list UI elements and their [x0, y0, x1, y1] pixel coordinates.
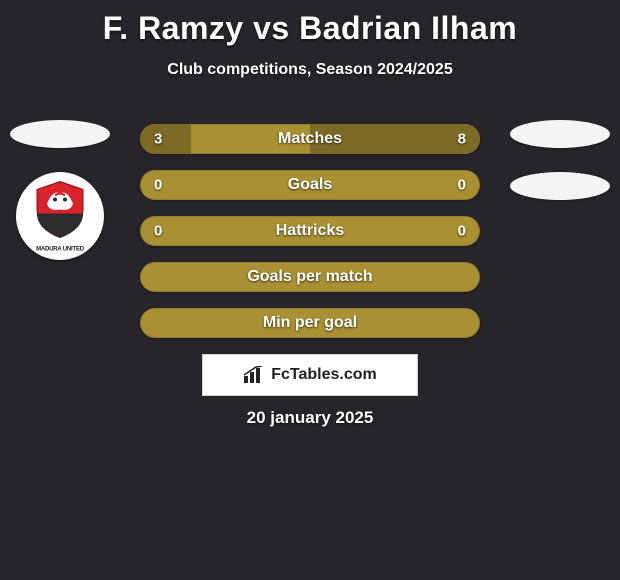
left-player-column: MADURA UNITED: [0, 120, 120, 260]
club-badge-right-placeholder: [510, 172, 610, 200]
brand-box: FcTables.com: [202, 354, 418, 396]
stat-row: 38Matches: [140, 124, 480, 154]
shield-icon: [33, 180, 87, 240]
club-badge-left: MADURA UNITED: [16, 172, 104, 260]
stat-label: Goals per match: [140, 268, 480, 286]
stat-row: Min per goal: [140, 308, 480, 338]
club-badge-label: MADURA UNITED: [33, 247, 87, 253]
footer-date: 20 january 2025: [0, 408, 620, 428]
stat-bars: 38Matches 00Goals 00Hattricks Goals per mat…: [140, 124, 480, 354]
right-player-column: [500, 120, 620, 224]
stat-row: Goals per match: [140, 262, 480, 292]
stat-row: 00Goals: [140, 170, 480, 200]
stat-label: Matches: [140, 130, 480, 148]
stat-label: Goals: [140, 176, 480, 194]
stat-row: 00Hattricks: [140, 216, 480, 246]
player-flag-left: [10, 120, 110, 148]
bar-chart-icon: [243, 366, 265, 384]
page-subtitle: Club competitions, Season 2024/2025: [0, 61, 620, 79]
page-title: F. Ramzy vs Badrian Ilham: [0, 0, 620, 47]
player-flag-right: [510, 120, 610, 148]
stat-label: Min per goal: [140, 314, 480, 332]
brand-text: FcTables.com: [271, 366, 377, 384]
stat-label: Hattricks: [140, 222, 480, 240]
